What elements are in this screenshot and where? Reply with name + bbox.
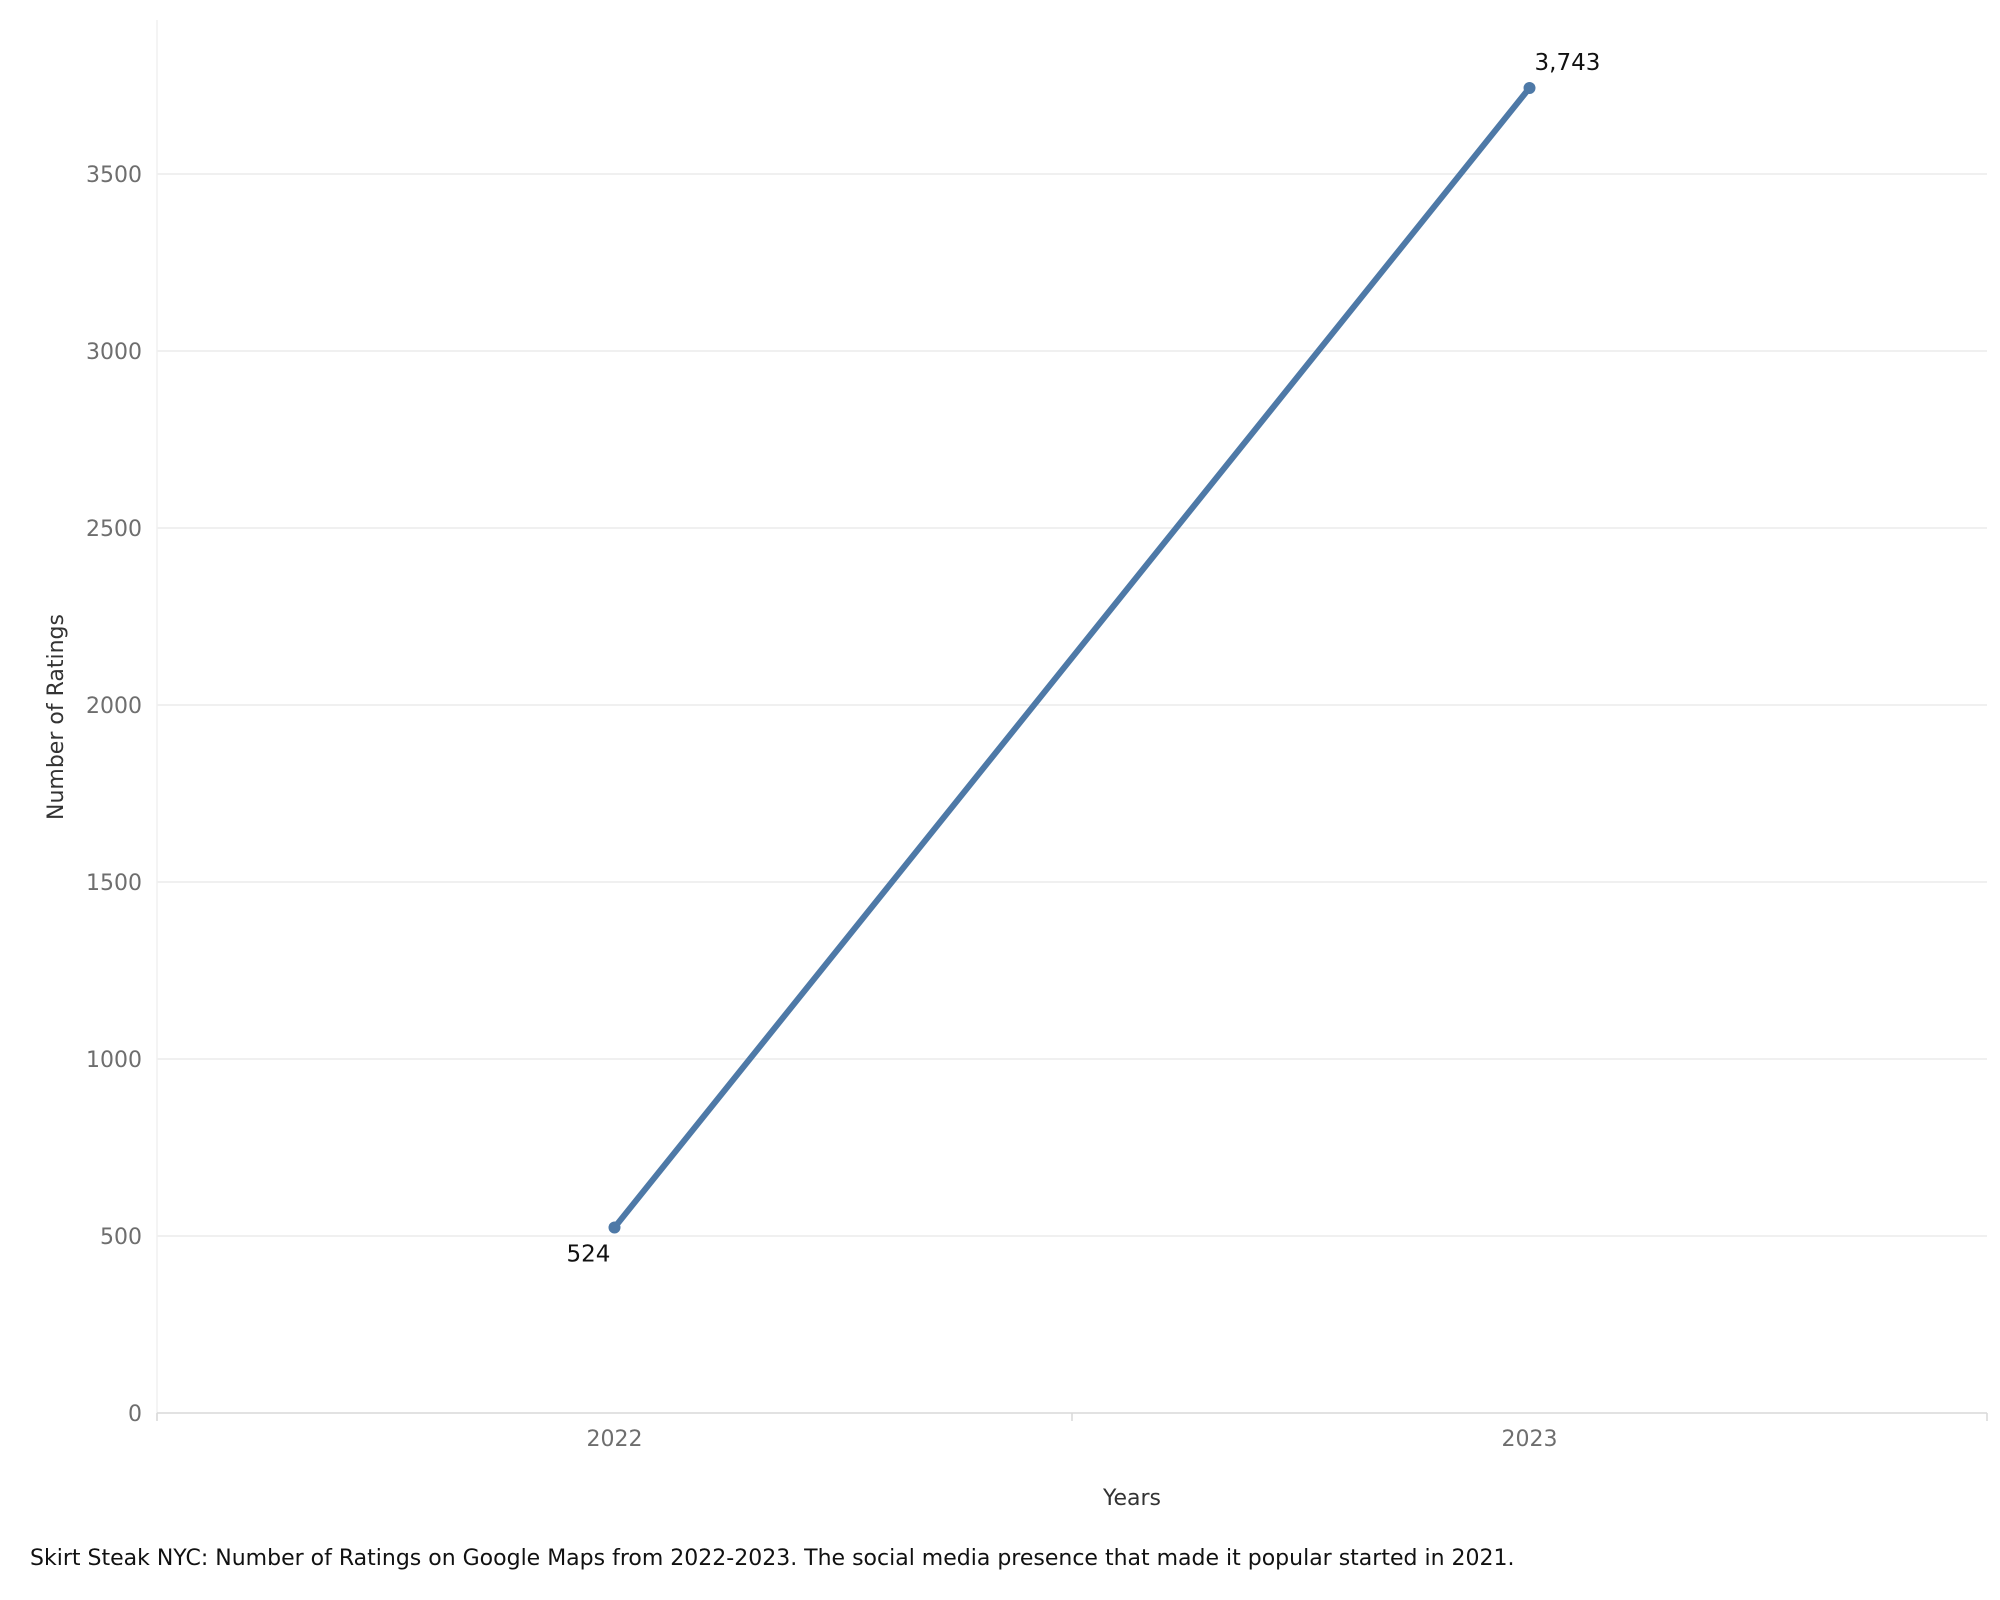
y-axis-ticks: 0 500 1000 1500 2000 2500 3000 3500 — [86, 163, 142, 1427]
gridlines — [157, 173, 1987, 1237]
y-tick-label: 1000 — [86, 1048, 142, 1073]
y-tick-label: 1500 — [86, 871, 142, 896]
y-tick-label: 0 — [128, 1402, 142, 1427]
y-tick-label: 2000 — [86, 694, 142, 719]
x-tick-label: 2023 — [1502, 1427, 1558, 1452]
series-line — [611, 84, 1533, 1231]
y-tick-label: 2500 — [86, 517, 142, 542]
y-tick-label: 3500 — [86, 163, 142, 188]
x-axis-title: Years — [1102, 1486, 1161, 1511]
series-layer — [608, 81, 1536, 1234]
axes — [156, 20, 1988, 1421]
data-label: 3,743 — [1535, 50, 1601, 76]
x-tick-label: 2022 — [587, 1427, 643, 1452]
data-point — [608, 1221, 621, 1234]
chart-caption: Skirt Steak NYC: Number of Ratings on Go… — [30, 1546, 1515, 1571]
x-axis-ticks: 2022 2023 — [587, 1427, 1558, 1452]
data-point — [1523, 81, 1536, 94]
data-label: 524 — [567, 1242, 611, 1268]
y-tick-label: 500 — [100, 1225, 142, 1250]
y-tick-label: 3000 — [86, 340, 142, 365]
data-labels: 524 3,743 — [567, 50, 1601, 1268]
y-axis-title: Number of Ratings — [44, 614, 69, 820]
